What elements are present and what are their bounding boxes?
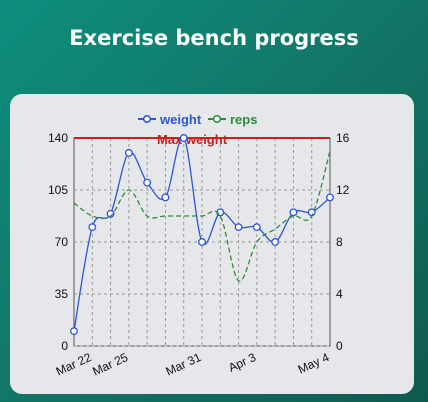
y-right-tick-label: 0	[336, 339, 343, 353]
y-left-tick-label: 35	[55, 287, 69, 301]
y-right-tick-label: 8	[336, 235, 343, 249]
data-point-weight	[88, 223, 97, 232]
chart-card: 0 0 35 4 70 8 105 12 140 16 Mar 22 Mar 25 Mar 31 Apr …	[10, 94, 414, 394]
y-left-tick-label: 0	[61, 339, 68, 353]
y-right-tick-label: 16	[336, 131, 350, 145]
data-point-weight	[70, 327, 78, 336]
x-tick-label: May 4	[296, 350, 332, 377]
series-line-reps	[73, 150, 331, 282]
x-tick-label: Apr 3	[226, 350, 258, 375]
data-point-weight	[326, 193, 334, 202]
y-left-tick-label: 70	[55, 235, 69, 249]
x-tick-label: Mar 22	[54, 350, 94, 379]
data-point-weight	[143, 178, 152, 187]
data-point-weight	[179, 134, 188, 142]
data-point-weight	[289, 208, 298, 217]
y-left-tick-label: 140	[48, 131, 68, 145]
legend-label-reps: reps	[230, 112, 257, 127]
y-right-tick-label: 12	[336, 183, 350, 197]
y-left-tick-label: 105	[48, 183, 68, 197]
data-point-weight	[124, 148, 133, 157]
data-point-weight	[252, 223, 261, 232]
data-point-weight	[161, 193, 170, 202]
data-point-weight	[271, 238, 280, 246]
data-point-weight	[198, 238, 206, 246]
max-weight-label: Max weight	[157, 132, 228, 147]
legend-marker-weight	[142, 114, 152, 124]
y-right-tick-label: 4	[336, 287, 343, 301]
legend-marker-reps	[212, 114, 222, 124]
page-title: Exercise bench progress	[69, 26, 359, 50]
legend-label-weight: weight	[159, 112, 202, 127]
x-tick-label: Mar 25	[90, 350, 130, 379]
data-point-weight	[234, 223, 243, 232]
x-tick-label: Mar 31	[163, 350, 203, 379]
data-point-weight	[106, 209, 115, 218]
